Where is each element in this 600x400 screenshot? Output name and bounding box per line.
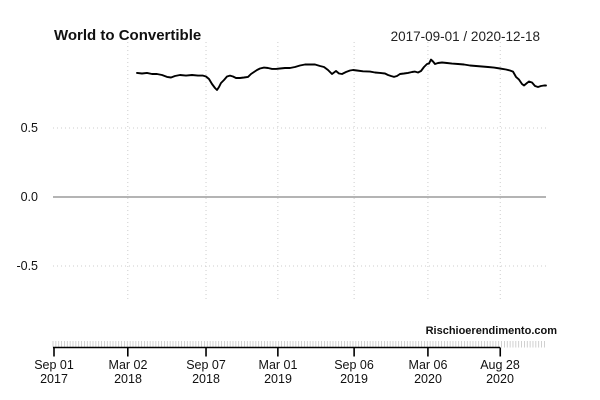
y-tick-label-0.5: 0.5 bbox=[20, 121, 38, 135]
y-tick-label-0.0: 0.0 bbox=[20, 190, 38, 204]
x-tick-label-mar-2019: Mar 01 2019 bbox=[258, 358, 298, 386]
chart-title: World to Convertible bbox=[54, 27, 202, 44]
x-tick-label-sep-2017: Sep 01 2017 bbox=[34, 358, 74, 386]
watermark-text: Rischioerendimento.com bbox=[425, 325, 557, 337]
x-tick-label-sep-2018: Sep 07 2018 bbox=[186, 358, 226, 386]
x-tick-label-mar-2018: Mar 02 2018 bbox=[108, 358, 148, 386]
x-tick-label-sep-2019: Sep 06 2019 bbox=[334, 358, 374, 386]
date-range-label: 2017-09-01 / 2020-12-18 bbox=[390, 29, 540, 44]
x-tick-label-aug-2020: Aug 28 2020 bbox=[480, 358, 520, 386]
correlation-line bbox=[136, 58, 547, 91]
y-tick-label-neg0.5: -0.5 bbox=[16, 259, 38, 273]
x-tick-label-mar-2020: Mar 06 2020 bbox=[408, 358, 448, 386]
